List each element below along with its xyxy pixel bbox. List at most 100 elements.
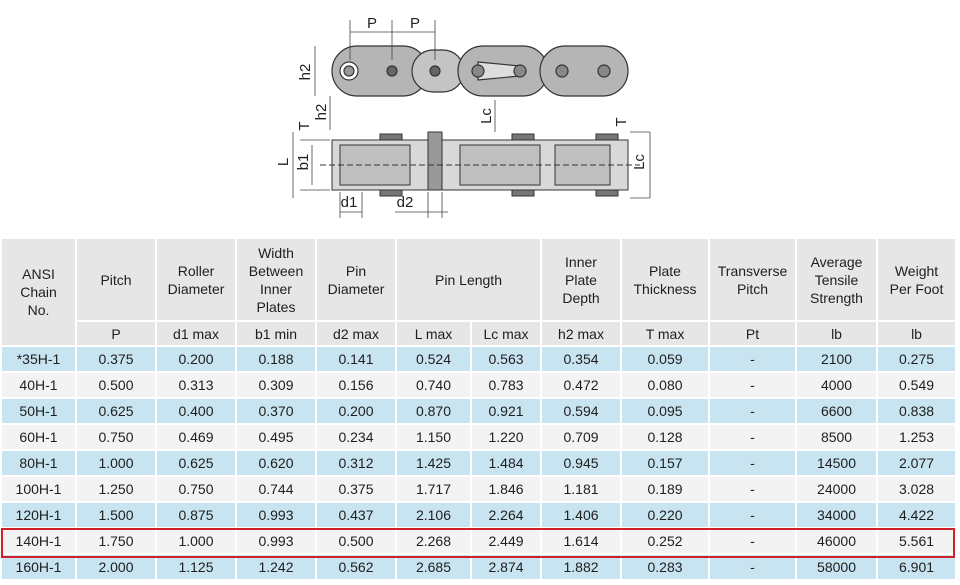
header-cell: Transverse Pitch [708,237,798,322]
header-line: Between [248,262,304,279]
cell: 0.188 [235,345,317,373]
table-row: 80H-1 1.000 0.625 0.620 0.312 1.425 1.484 0.945… [0,449,958,477]
cell: 0.500 [75,371,157,399]
header-cell: Pitch [75,237,157,322]
cell: 0.059 [620,345,711,373]
cell: 0.156 [315,371,397,399]
outer-plate [539,45,629,97]
cell: 1.614 [540,527,623,555]
chain-no: 160H-1 [0,553,77,581]
header-line: Diameter [327,280,385,297]
table-row: 50H-1 0.625 0.400 0.370 0.200 0.870 0.921 0.594… [0,397,958,425]
cell: 2.106 [395,501,472,529]
unit-cell: h2 max [540,320,623,347]
header-cell: Plate Thickness [620,237,711,322]
header-line: ANSI [22,266,55,282]
cell: 0.945 [540,449,623,477]
header-line: Inner [260,280,292,297]
cell: 1.750 [75,527,157,555]
cell: 0.313 [155,371,237,399]
cell: 0.437 [315,501,397,529]
pin-head [511,189,535,197]
header-line: Pin [345,262,367,279]
header-cell: Width Between Inner Plates [235,237,317,322]
cell: 0.370 [235,397,317,425]
chain-no: 100H-1 [0,475,77,503]
header-line: Pitch [736,280,769,297]
cell: 0.620 [235,449,317,477]
cell: 1.242 [235,553,317,581]
unit-cell: lb [795,320,879,347]
cell: 0.549 [876,371,958,399]
pin [513,64,527,78]
cell: 0.309 [235,371,317,399]
cell: 0.562 [315,553,397,581]
header-cell: Average Tensile Strength [795,237,879,322]
header-line: Weight [894,262,939,279]
cell: 0.157 [620,449,711,477]
cell: 0.275 [876,345,958,373]
cell: 34000 [795,501,879,529]
pin-head [595,133,619,141]
table-row: 140H-1 1.750 1.000 0.993 0.500 2.268 2.449 1.61… [0,527,958,555]
cell: 1.253 [876,423,958,451]
unit-cell: d1 max [155,320,237,347]
cell: 2.685 [395,553,472,581]
chain-no: 140H-1 [0,527,77,555]
cell: 0.838 [876,397,958,425]
cell: 5.561 [876,527,958,555]
dimension-lines [292,20,651,218]
pin-head [379,189,403,197]
cell: 0.400 [155,397,237,425]
cell: 1.406 [540,501,623,529]
header-line: Tensile [814,271,859,288]
cell: 1.882 [540,553,623,581]
dim-label: d2 [397,194,414,211]
cell: 0.524 [395,345,472,373]
pin-hole [343,65,355,77]
cell: 0.875 [155,501,237,529]
header-line: Plates [256,298,296,315]
chain-no: 60H-1 [0,423,77,451]
dim-label: h2 [313,104,330,121]
cell: 46000 [795,527,879,555]
cell: 2.077 [876,449,958,477]
table-row: 160H-1 2.000 1.125 1.242 0.562 2.685 2.874 1.88… [0,553,958,581]
cell: 0.744 [235,475,317,503]
table-row: 60H-1 0.750 0.469 0.495 0.234 1.150 1.220 0.709… [0,423,958,451]
header-line: Chain [20,284,57,300]
pin-head [379,133,403,141]
top-view [331,45,629,97]
cell: - [708,475,798,503]
table-row: 40H-1 0.500 0.313 0.309 0.156 0.740 0.783 0.472… [0,371,958,399]
chain-no: 40H-1 [0,371,77,399]
cell: 2.874 [469,553,543,581]
cell: 0.500 [315,527,397,555]
cell: - [708,397,798,425]
cell: 2.264 [469,501,543,529]
cell: 0.469 [155,423,237,451]
cell: 8500 [795,423,879,451]
header-cell: ANSI Chain No. [0,237,77,347]
header-line: Diameter [167,280,225,297]
cell: 4.422 [876,501,958,529]
chain-no: 50H-1 [0,397,77,425]
cell: 0.354 [540,345,623,373]
cell: 0.993 [235,527,317,555]
pin-head [511,133,535,141]
cell: - [708,553,798,581]
cell: 0.141 [315,345,397,373]
cell: 0.921 [469,397,543,425]
unit-cell: Lc max [469,320,543,347]
cell: 0.495 [235,423,317,451]
cell: 0.200 [155,345,237,373]
dim-label: Lc [478,108,495,124]
table-row: 120H-1 1.500 0.875 0.993 0.437 2.106 2.264 1.40… [0,501,958,529]
chain-no: 120H-1 [0,501,77,529]
header-line: Plate [565,271,597,288]
cell: 0.870 [395,397,472,425]
cell: - [708,449,798,477]
cell: 0.625 [155,449,237,477]
unit-cell: lb [876,320,958,347]
